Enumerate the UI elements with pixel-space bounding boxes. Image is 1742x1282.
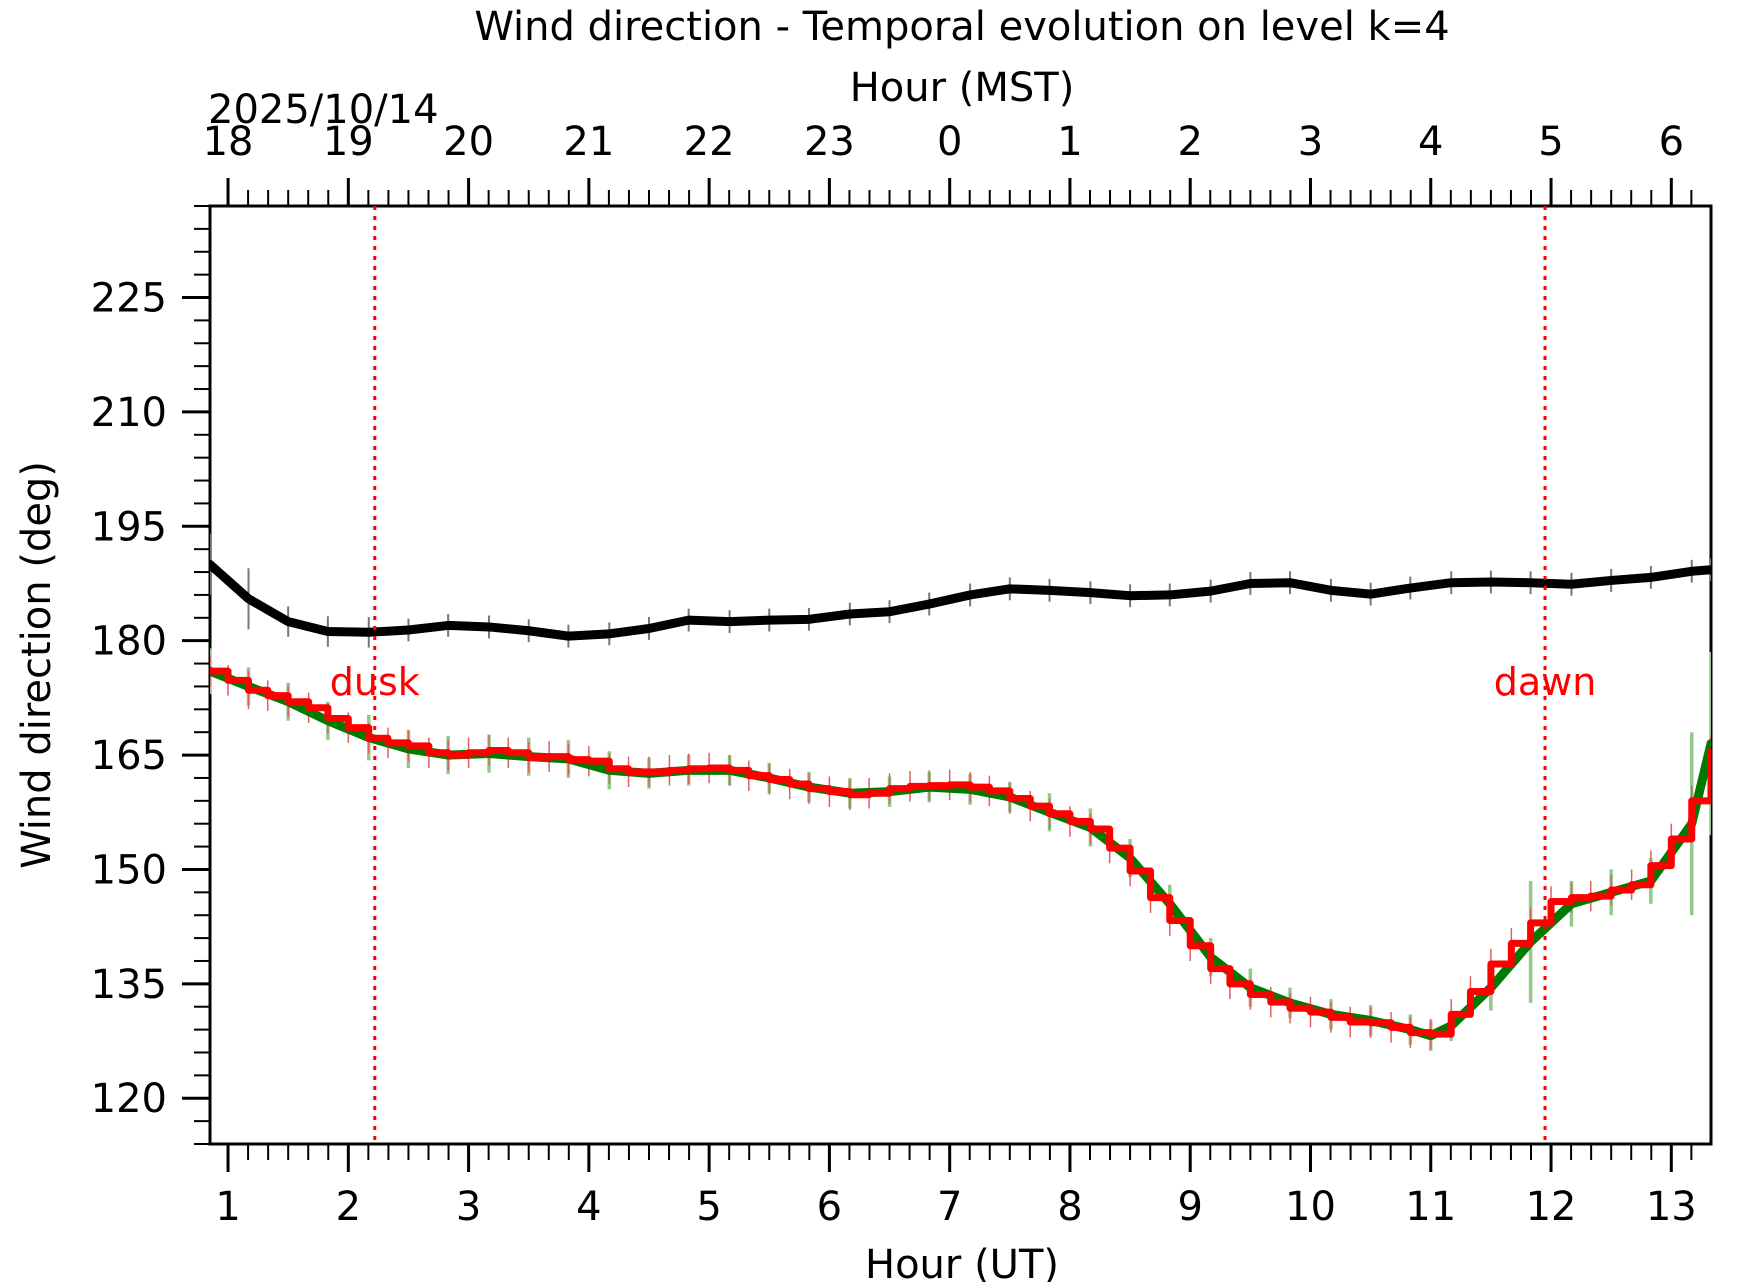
- series-2-line: [210, 666, 1711, 1041]
- top-tick-label: 3: [1298, 119, 1323, 165]
- top-tick-label: 20: [443, 119, 494, 165]
- x-tick-label: 6: [817, 1184, 842, 1230]
- series-1-line: [210, 559, 1711, 641]
- x-axis-title: Hour (UT): [865, 1242, 1059, 1282]
- y-tick-label: 195: [91, 504, 167, 550]
- x-tick-label: 1: [215, 1184, 240, 1230]
- y-tick-label: 135: [91, 962, 167, 1008]
- top-tick-label: 2: [1177, 119, 1202, 165]
- x-tick-label: 3: [456, 1184, 481, 1230]
- x-tick-label: 9: [1177, 1184, 1202, 1230]
- plot-area: [208, 204, 1713, 1146]
- top-tick-label: 6: [1659, 119, 1684, 165]
- top-axis-title: Hour (MST): [850, 65, 1075, 111]
- event-label-dawn: dawn: [1494, 660, 1597, 704]
- x-tick-label: 7: [937, 1184, 962, 1230]
- x-tick-label: 12: [1526, 1184, 1577, 1230]
- y-tick-label: 225: [91, 276, 167, 322]
- top-axis-date-label: 2025/10/14: [208, 87, 439, 133]
- event-label-dusk: dusk: [330, 660, 420, 704]
- y-tick-label: 165: [91, 733, 167, 779]
- top-tick-label: 5: [1538, 119, 1563, 165]
- top-tick-label: 22: [684, 119, 735, 165]
- series-3-line: [210, 667, 1711, 1038]
- y-tick-label: 210: [91, 390, 167, 436]
- top-tick-label: 1: [1057, 119, 1082, 165]
- chart-title: Wind direction - Temporal evolution on l…: [474, 4, 1449, 50]
- plot-frame: [208, 204, 1713, 1146]
- x-tick-label: 2: [336, 1184, 361, 1230]
- top-tick-label: 23: [804, 119, 855, 165]
- top-tick-label: 0: [937, 119, 962, 165]
- y-tick-label: 150: [91, 847, 167, 893]
- x-tick-label: 13: [1646, 1184, 1697, 1230]
- x-tick-label: 4: [576, 1184, 601, 1230]
- top-tick-label: 18: [203, 119, 254, 165]
- data-marks: [210, 533, 1711, 1051]
- y-axis-title: Wind direction (deg): [14, 461, 60, 869]
- top-tick-label: 19: [323, 119, 374, 165]
- top-tick-label: 4: [1418, 119, 1443, 165]
- top-tick-label: 21: [563, 119, 614, 165]
- y-tick-label: 120: [91, 1076, 167, 1122]
- x-tick-label: 5: [696, 1184, 721, 1230]
- y-tick-label: 180: [91, 619, 167, 665]
- x-tick-label: 10: [1285, 1184, 1336, 1230]
- x-tick-label: 11: [1405, 1184, 1456, 1230]
- x-tick-label: 8: [1057, 1184, 1082, 1230]
